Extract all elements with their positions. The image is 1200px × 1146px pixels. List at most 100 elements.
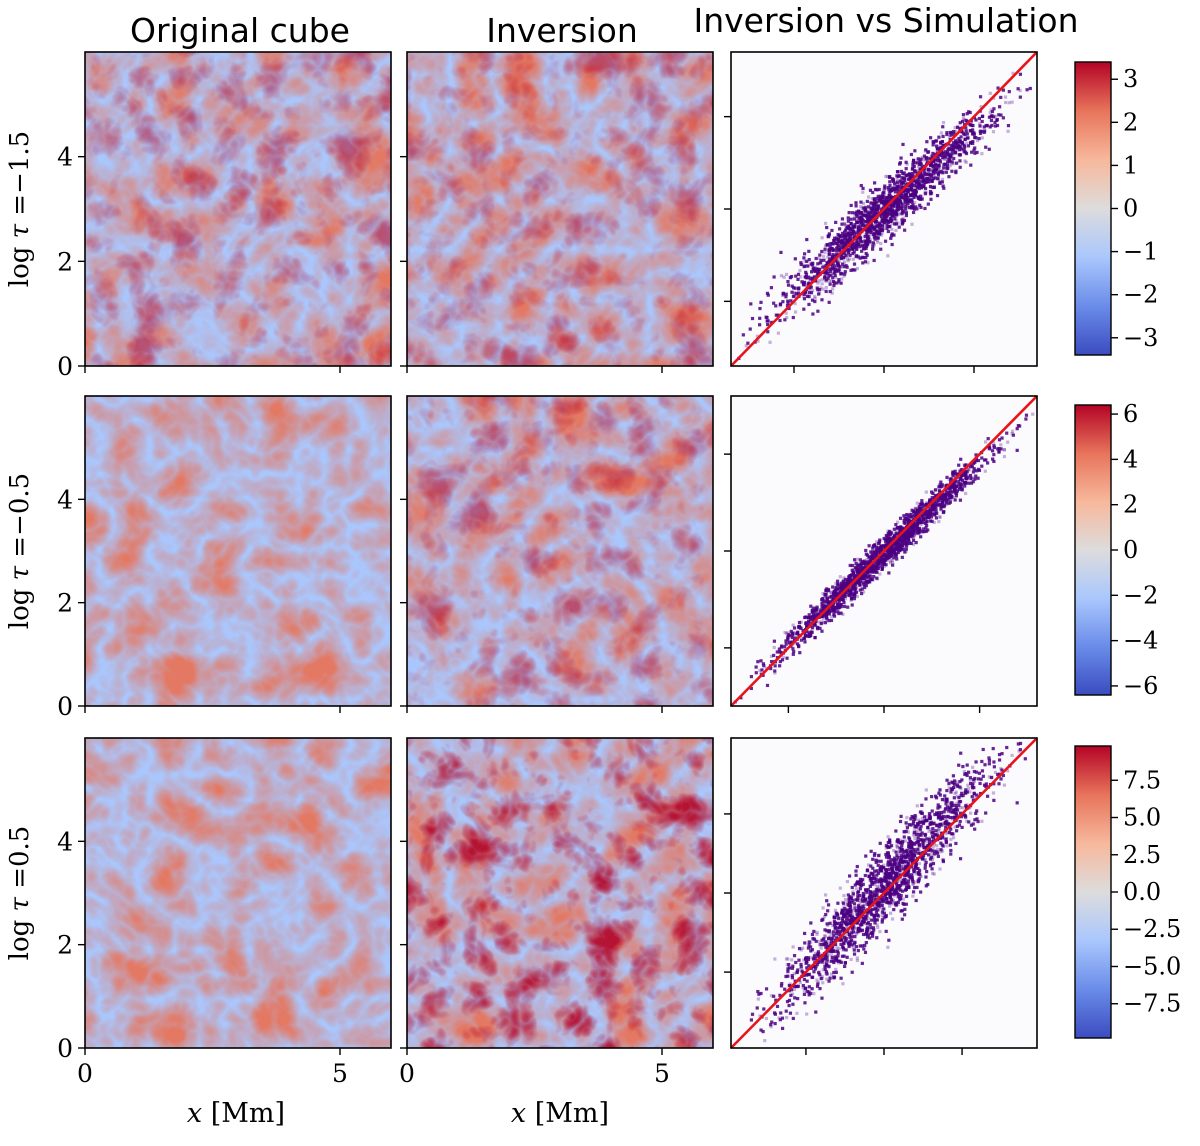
density-point	[969, 812, 972, 815]
density-point	[785, 642, 788, 645]
density-point	[857, 568, 860, 571]
density-point	[816, 626, 819, 629]
density-point	[904, 878, 907, 881]
density-point	[808, 258, 811, 261]
density-point	[830, 595, 833, 598]
density-point	[841, 982, 844, 985]
density-point	[930, 490, 933, 493]
density-point	[861, 207, 864, 210]
density-point	[857, 210, 860, 213]
density-point	[1005, 746, 1008, 749]
density-point	[906, 826, 909, 829]
density-point	[876, 241, 879, 244]
density-point	[780, 984, 783, 987]
density-point	[890, 234, 893, 237]
density-point	[903, 219, 906, 222]
density-point	[797, 959, 800, 962]
density-point	[866, 200, 869, 203]
density-point	[904, 208, 907, 211]
density-point	[844, 898, 847, 901]
density-point	[850, 218, 853, 221]
density-point	[937, 174, 940, 177]
density-point	[833, 615, 836, 618]
density-point	[882, 556, 885, 559]
density-point	[935, 167, 938, 170]
colorbar-row1-tick-label-4: −1	[1123, 238, 1158, 266]
density-point	[996, 447, 999, 450]
density-point	[950, 170, 953, 173]
density-point	[833, 271, 836, 274]
density-point	[924, 864, 927, 867]
density-point	[845, 236, 848, 239]
density-point	[992, 747, 995, 750]
density-point	[917, 836, 920, 839]
density-point	[992, 107, 995, 110]
density-point	[841, 232, 844, 235]
density-point	[903, 171, 906, 174]
density-point	[864, 951, 867, 954]
density-point	[895, 557, 898, 560]
density-point	[773, 671, 776, 674]
density-point	[807, 621, 810, 624]
density-point	[867, 214, 870, 217]
density-point	[836, 954, 839, 957]
density-point	[913, 149, 916, 152]
density-point	[885, 914, 888, 917]
density-point	[861, 256, 864, 259]
density-point	[828, 301, 831, 304]
density-point	[781, 1027, 784, 1030]
density-point	[758, 307, 761, 310]
density-point	[750, 675, 753, 678]
density-point	[950, 477, 953, 480]
density-point	[879, 560, 882, 563]
density-point	[971, 766, 974, 769]
density-point	[860, 244, 863, 247]
density-point	[958, 159, 961, 162]
density-point	[821, 282, 824, 285]
density-point	[905, 548, 908, 551]
density-point	[822, 255, 825, 258]
density-point	[814, 270, 817, 273]
density-point	[778, 319, 781, 322]
density-point	[905, 816, 908, 819]
density-point	[956, 138, 959, 141]
density-point	[898, 889, 901, 892]
density-point	[814, 1010, 817, 1013]
density-point	[962, 806, 965, 809]
density-point	[851, 886, 854, 889]
density-point	[879, 842, 882, 845]
density-point	[1007, 124, 1010, 127]
density-point	[941, 178, 944, 181]
density-point	[831, 292, 834, 295]
density-point	[864, 563, 867, 566]
density-point	[843, 252, 846, 255]
density-point	[831, 266, 834, 269]
density-point	[853, 250, 856, 253]
density-point	[966, 136, 969, 139]
density-point	[861, 221, 864, 224]
density-point	[846, 901, 849, 904]
density-point	[842, 948, 845, 951]
density-point	[901, 556, 904, 559]
density-point	[762, 664, 765, 667]
density-point	[897, 175, 900, 178]
density-point	[888, 193, 891, 196]
density-point	[865, 579, 868, 582]
density-point	[938, 867, 941, 870]
density-point	[842, 601, 845, 604]
density-point	[843, 261, 846, 264]
density-point	[815, 609, 818, 612]
density-point	[859, 216, 862, 219]
density-point	[792, 945, 795, 948]
density-point	[929, 185, 932, 188]
density-point	[830, 591, 833, 594]
density-point	[828, 253, 831, 256]
density-point	[804, 271, 807, 274]
density-point	[860, 184, 863, 187]
density-point	[773, 275, 776, 278]
density-point	[919, 890, 922, 893]
density-point	[922, 185, 925, 188]
density-point	[831, 287, 834, 290]
